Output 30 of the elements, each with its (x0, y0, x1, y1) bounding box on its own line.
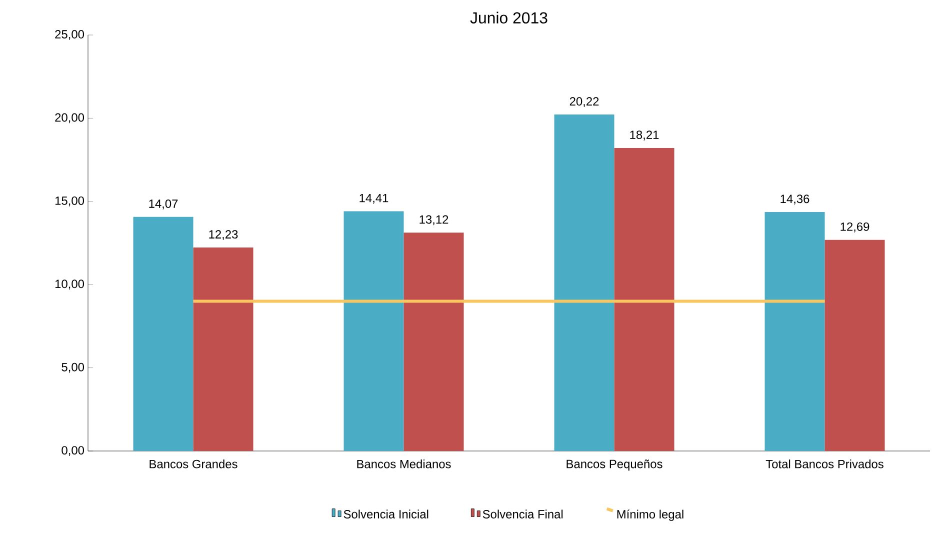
x-tick-label: Bancos Grandes (150, 460, 238, 468)
bar (404, 232, 464, 451)
bar (824, 240, 885, 451)
y-tick-label: 15,00 (55, 196, 84, 206)
bar (193, 247, 254, 451)
data-label: 12,69 (840, 222, 870, 232)
bar (614, 148, 674, 451)
legend-label: Solvencia Inicial (344, 510, 428, 518)
legend-label: Solvencia Final (482, 510, 563, 518)
y-tick-label: 10,00 (55, 280, 84, 290)
bar (764, 212, 825, 451)
legend-label: Mínimo legal (617, 510, 684, 521)
y-tick-label: 0,00 (62, 446, 84, 456)
data-label: 20,22 (570, 97, 599, 108)
x-tick-label: Total Bancos Privados (766, 460, 884, 468)
y-tick-label: 25,00 (55, 30, 84, 40)
y-tick-label: 20,00 (55, 113, 84, 124)
y-tick-label: 5,00 (62, 362, 84, 373)
data-label: 14,41 (360, 194, 388, 204)
data-label: 12,23 (209, 230, 238, 240)
bar (554, 114, 614, 451)
bar (344, 211, 404, 451)
data-label: 18,21 (630, 130, 659, 140)
data-label: 14,36 (780, 194, 810, 205)
bar (133, 216, 194, 451)
data-label: 13,12 (420, 215, 448, 226)
data-label: 14,07 (149, 199, 178, 210)
x-tick-label: Bancos Medianos (357, 460, 451, 468)
x-tick-label: Bancos Pequeños (566, 460, 662, 471)
chart-title: Junio 2013 (470, 12, 548, 24)
